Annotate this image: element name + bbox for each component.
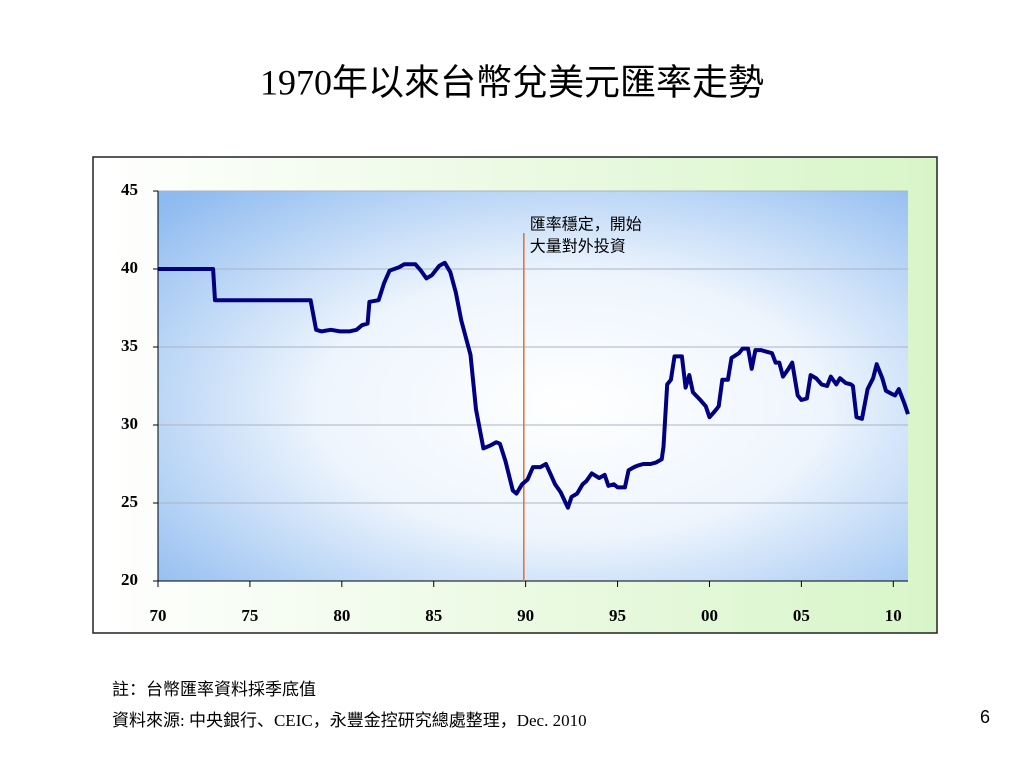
chart: 20 25 30 35 40 45 70 75 80 85 90 95 00 05 10 匯率穩定，開始大量對…: [121, 180, 910, 625]
x-tick-label: 05: [793, 606, 810, 625]
y-tick-label: 35: [121, 336, 138, 355]
annotation-text: 匯率穩定，開始: [530, 216, 642, 234]
x-tick-label: 85: [425, 606, 442, 625]
x-tick-label: 95: [609, 606, 626, 625]
series-line: [158, 260, 910, 510]
x-tick-label: 75: [241, 606, 258, 625]
y-tick-label: 30: [121, 414, 138, 433]
annotation-text: 大量對外投資: [530, 238, 626, 256]
y-tick-label: 45: [121, 180, 138, 199]
x-tick-label: 00: [701, 606, 718, 625]
title: 1970年以來台幣兌美元匯率走勢: [260, 62, 764, 102]
footnote: 註：台幣匯率資料採季底值: [112, 680, 316, 699]
y-tick-label: 25: [121, 492, 138, 511]
y-tick-label: 40: [121, 258, 138, 277]
page-number: 6: [980, 707, 990, 727]
x-tick-label: 80: [333, 606, 350, 625]
plot-area: [158, 191, 908, 581]
x-tick-label: 70: [150, 606, 167, 625]
x-tick-label: 90: [517, 606, 534, 625]
y-tick-label: 20: [121, 570, 138, 589]
footnote: 資料來源: 中央銀行、CEIC，永豐金控研究總處整理，Dec. 2010: [112, 711, 587, 730]
x-tick-label: 10: [885, 606, 902, 625]
